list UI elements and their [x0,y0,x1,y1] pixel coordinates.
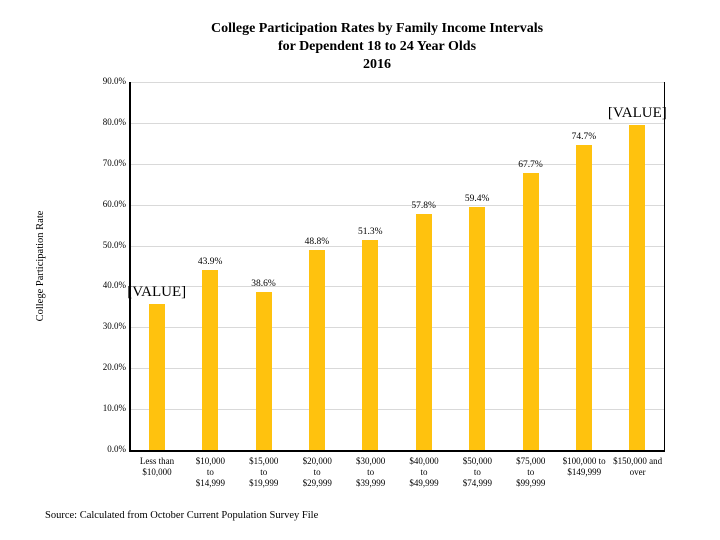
y-axis-line [129,82,131,452]
x-category-label-line: $10,000 [142,467,172,477]
x-category-label-3: $15,000 to $19,999 [237,456,291,489]
bar-data-label-10: [VALUE] [607,104,667,121]
x-category-label-line: $14,999 [195,478,226,488]
x-category-label-line: to [367,467,375,477]
x-category-label-line: $99,999 [516,478,546,488]
x-category-label-line: to [420,467,428,477]
x-category-label-line: $100,000 to [562,456,606,466]
x-category-label-line: $49,999 [409,478,439,488]
y-tick-label-0: 0.0% [107,444,126,454]
x-category-label-line: $150,000 and [613,456,663,466]
y-tick-label-40: 40.0% [102,280,126,291]
x-category-label-line: $39,999 [355,478,386,488]
x-category-label-line: to [473,467,481,477]
x-category-label-5: $30,000 to $39,999 [344,456,398,489]
x-category-label-line: $15,000 [249,456,279,466]
chart-title-line-2: for Dependent 18 to 24 Year Olds [277,39,477,54]
x-category-label-7: $50,000 to $74,999 [450,456,504,489]
y-tick-label-20: 20.0% [102,362,126,373]
chart-title-line-3: 2016 [363,57,391,72]
gridline-30 [130,327,664,329]
bar-10 [629,124,646,450]
y-tick-label-10: 10.0% [102,403,126,414]
plot-area: [VALUE] 43.9% 38.6% 48.8% 51.3% 57.8% 59.4% 67.… [127,82,667,450]
x-category-label-line: $20,000 [302,456,332,466]
bar-7 [469,207,486,450]
bar-data-label-6: 57.8% [411,200,436,211]
gridline-10 [130,409,664,411]
bar-2 [202,270,219,450]
bar-data-label-1: [VALUE] [127,284,187,301]
x-category-label-line: to [260,467,268,477]
x-category-label-line: $40,000 [409,456,439,466]
gridline-20 [130,368,664,370]
bar-data-label-2: 43.9% [197,257,223,268]
x-category-label-line: $149,999 [567,467,602,477]
gridline-60 [130,204,664,206]
gridline-40 [130,286,664,288]
bar-8 [522,173,539,450]
chart-title: College Participation Rates by Family In… [40,20,714,74]
x-category-label-2: $10,000 to $14,999 [183,456,237,489]
bar-data-label-8: 67.7% [518,160,543,171]
x-category-label-line: Less than [139,456,175,466]
x-category-label-4: $20,000 to $29,999 [290,456,344,489]
x-category-label-line: $29,999 [302,478,332,488]
bar-1 [148,304,165,450]
gridline-90 [130,82,664,83]
gridline-80 [130,122,664,124]
gridline-70 [130,163,664,165]
y-tick-label-70: 70.0% [102,157,126,168]
bar-9 [575,144,592,450]
x-category-label-line: $19,999 [249,478,279,488]
x-category-label-line: $50,000 [462,456,493,466]
y-tick-label-80: 80.0% [102,116,126,127]
x-axis-line [129,450,665,452]
bar-data-label-7: 59.4% [464,194,490,205]
x-category-label-line: $10,000 [195,456,226,466]
chart-title-line-1: College Participation Rates by Family In… [210,21,544,36]
source-note: Source: Calculated from October Current … [45,510,319,521]
x-category-label-line: over [629,467,646,477]
bar-data-label-9: 74.7% [571,131,597,142]
y-tick-label-60: 60.0% [102,198,126,209]
x-category-label-line: to [206,467,214,477]
x-category-label-line: $30,000 [355,456,386,466]
x-category-label-9: $100,000 to $149,999 [557,456,611,478]
x-category-label-line: $74,999 [462,478,493,488]
bar-data-label-5: 51.3% [358,227,383,238]
y-tick-label-90: 90.0% [102,76,126,86]
x-category-label-8: $75,000 to $99,999 [504,456,558,489]
y-tick-label-30: 30.0% [102,321,126,332]
x-category-label-line: to [527,467,535,477]
x-category-label-10: $150,000 and over [611,456,665,478]
bar-3 [255,292,272,450]
bar-5 [362,240,379,450]
y-tick-label-50: 50.0% [102,239,126,250]
gridline-50 [130,245,664,247]
bar-data-label-3: 38.6% [251,279,276,290]
x-category-label-line: $75,000 [516,456,546,466]
plot-right-border [664,82,665,452]
x-category-label-6: $40,000 to $49,999 [397,456,451,489]
x-category-label-1: Less than $10,000 [130,456,184,478]
y-axis-title: College Participation Rate [35,210,46,322]
bar-data-label-4: 48.8% [304,237,330,248]
x-category-label-line: to [313,467,321,477]
bar-6 [415,213,432,450]
bar-4 [308,250,325,450]
